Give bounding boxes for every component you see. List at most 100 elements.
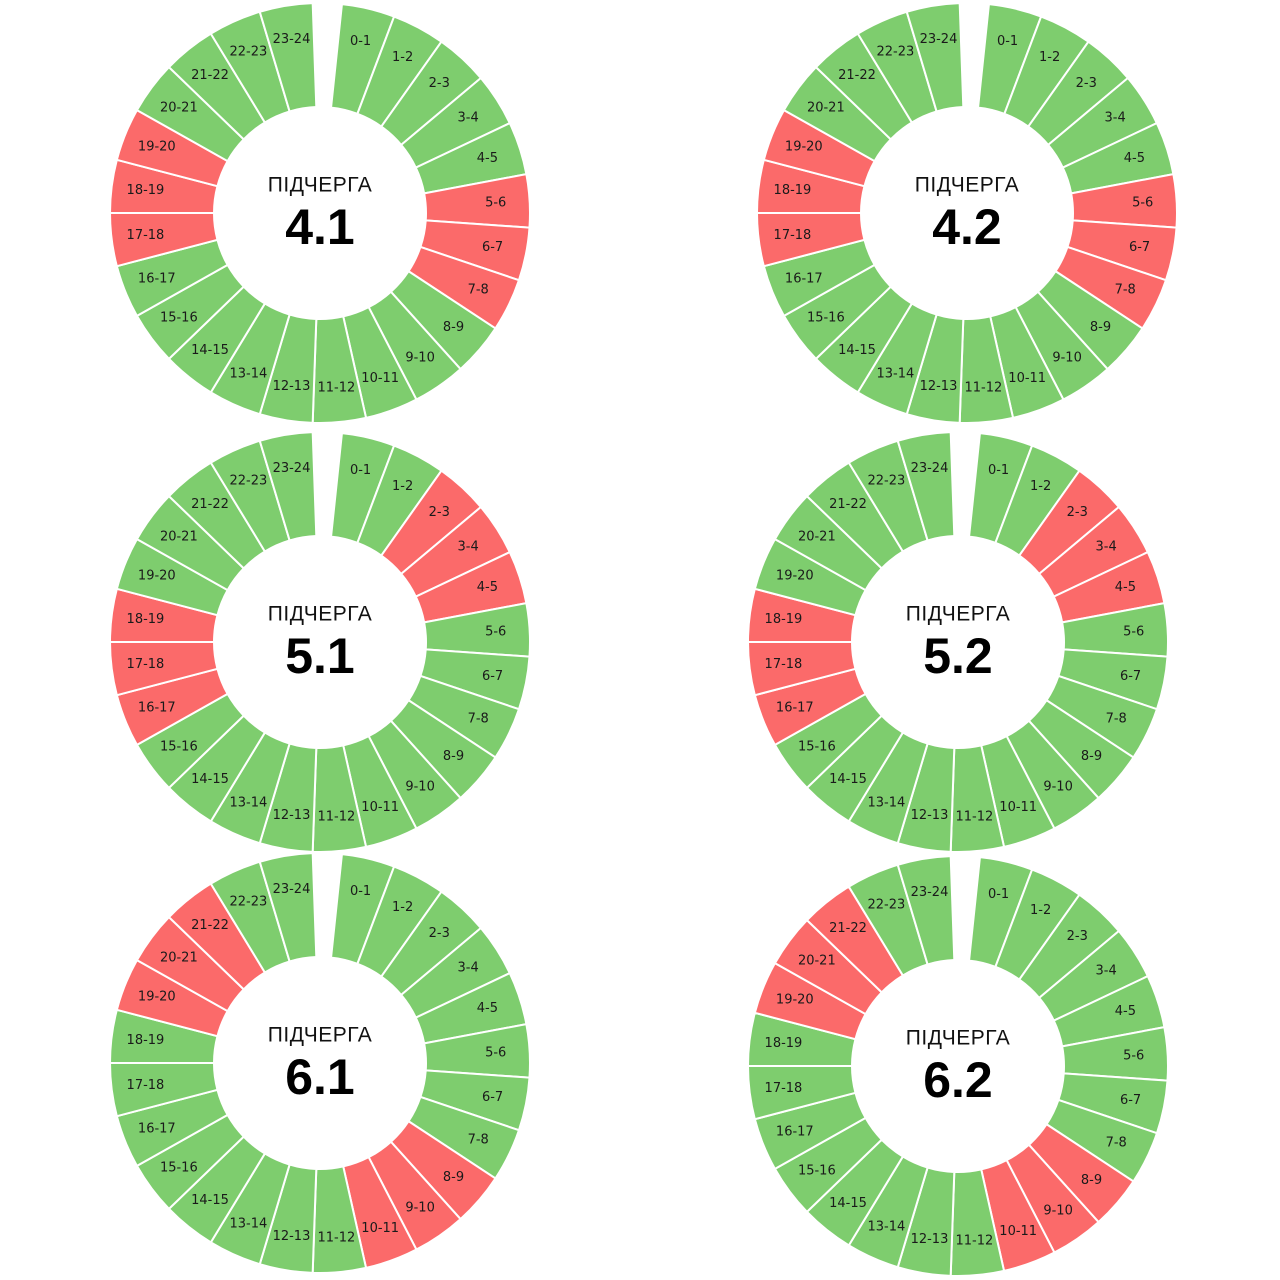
hour-slice-label: 23-24 [273, 882, 311, 897]
subqueue-caption: ПІДЧЕРГА [906, 1027, 1010, 1050]
hour-slice-label: 23-24 [273, 32, 311, 47]
hour-slice-label: 4-5 [477, 580, 498, 595]
hour-slice-label: 11-12 [955, 810, 993, 825]
hour-slice-label: 18-19 [765, 1036, 803, 1051]
hour-slice-23-24 [905, 2, 965, 113]
hour-slice-label: 4-5 [477, 1001, 498, 1016]
hour-slice-label: 15-16 [807, 311, 845, 326]
hour-slice-label: 6-7 [1120, 1093, 1141, 1108]
hour-slice-label: 13-14 [877, 366, 915, 381]
donut-hole [862, 108, 1072, 318]
hour-slice-label: 7-8 [1115, 283, 1136, 298]
hour-slice-label: 10-11 [361, 371, 399, 386]
donut-chart-5-2: 0-1 1-2 2-3 3-4 4-5 5-6 6-7 7-8 8-9 9-10 10-11 11-1… [746, 431, 1169, 853]
hour-slice-label: 8-9 [443, 320, 464, 335]
donut-hole [853, 961, 1063, 1171]
hour-slice-label: 22-23 [230, 474, 268, 489]
hour-slice-label: 16-17 [776, 700, 814, 715]
hour-slice-label: 10-11 [1008, 371, 1046, 386]
hour-slice-label: 17-18 [765, 657, 803, 672]
hour-slice-label: 13-14 [230, 366, 268, 381]
donut-hole [215, 958, 425, 1168]
hour-slice-label: 4-5 [477, 151, 498, 166]
hour-slice-label: 9-10 [405, 779, 435, 794]
hour-slice-label: 9-10 [405, 350, 435, 365]
subqueue-caption: ПІДЧЕРГА [915, 174, 1019, 197]
subqueue-caption: ПІДЧЕРГА [268, 174, 372, 197]
hour-slice-label: 17-18 [127, 1078, 165, 1093]
hour-slice-label: 0-1 [350, 884, 371, 899]
hour-slice-label: 20-21 [798, 529, 836, 544]
hour-slice-label: 19-20 [776, 993, 814, 1008]
hour-slice-label: 7-8 [1106, 1136, 1127, 1151]
hour-slice-label: 6-7 [482, 669, 503, 684]
hour-slice-label: 18-19 [127, 612, 165, 627]
hour-slice-label: 8-9 [443, 1170, 464, 1185]
hour-slice-label: 21-22 [829, 497, 867, 512]
hour-slice-label: 0-1 [350, 34, 371, 49]
hour-slice-label: 8-9 [443, 749, 464, 764]
hour-slice-label: 2-3 [429, 926, 450, 941]
hour-slice-label: 10-11 [999, 1224, 1037, 1239]
hour-slice-23-24 [258, 2, 318, 113]
subqueue-caption: ПІДЧЕРГА [268, 1024, 372, 1047]
hour-slice-label: 12-13 [273, 379, 311, 394]
hour-slice-label: 19-20 [785, 140, 823, 155]
hour-slice-label: 23-24 [273, 461, 311, 476]
hour-slice-label: 5-6 [1123, 1048, 1144, 1063]
hour-slice-label: 9-10 [1043, 779, 1073, 794]
hour-slice-label: 1-2 [1039, 50, 1060, 65]
hour-slice-label: 0-1 [988, 463, 1009, 478]
hour-slice-label: 7-8 [468, 712, 489, 727]
hour-slice-label: 14-15 [838, 343, 876, 358]
hour-slice-label: 16-17 [138, 271, 176, 286]
hour-slice-label: 6-7 [482, 240, 503, 255]
subqueue-number: 6.2 [923, 1052, 993, 1108]
hour-slice-label: 20-21 [160, 950, 198, 965]
hour-slice-label: 21-22 [838, 68, 876, 83]
subqueue-caption: ПІДЧЕРГА [906, 603, 1010, 626]
donut-chart-4-1: 0-1 1-2 2-3 3-4 4-5 5-6 6-7 7-8 8-9 9-10 10-11 11-1… [108, 2, 531, 424]
hour-slice-label: 8-9 [1081, 749, 1102, 764]
hour-slice-label: 7-8 [468, 1133, 489, 1148]
hour-slice-label: 16-17 [138, 1121, 176, 1136]
subqueue-number: 4.1 [285, 199, 355, 255]
hour-slice-label: 11-12 [955, 1234, 993, 1249]
hour-slice-label: 5-6 [1132, 195, 1153, 210]
hour-slice-label: 20-21 [160, 100, 198, 115]
hour-slice-label: 3-4 [1096, 540, 1117, 555]
hour-slice-label: 11-12 [964, 381, 1002, 396]
hour-slice-label: 15-16 [160, 1161, 198, 1176]
hour-slice-label: 12-13 [273, 1229, 311, 1244]
hour-slice-23-24 [896, 431, 956, 542]
donut-chart-4-2: 0-1 1-2 2-3 3-4 4-5 5-6 6-7 7-8 8-9 9-10 10-11 11-1… [755, 2, 1178, 424]
hour-slice-label: 10-11 [999, 800, 1037, 815]
hour-slice-label: 2-3 [1067, 929, 1088, 944]
hour-slice-label: 11-12 [317, 381, 355, 396]
hour-slice-label: 4-5 [1115, 1004, 1136, 1019]
hour-slice-label: 14-15 [191, 1193, 229, 1208]
subqueue-number: 5.1 [285, 628, 355, 684]
hour-slice-label: 6-7 [482, 1090, 503, 1105]
hour-slice-label: 22-23 [230, 45, 268, 60]
hour-slice-label: 15-16 [798, 740, 836, 755]
hour-slice-label: 23-24 [920, 32, 958, 47]
hour-slice-label: 21-22 [191, 68, 229, 83]
hour-slice-label: 23-24 [911, 461, 949, 476]
hour-slice-label: 13-14 [868, 1219, 906, 1234]
hour-slice-label: 21-22 [829, 921, 867, 936]
hour-slice-label: 1-2 [392, 900, 413, 915]
hour-slice-label: 1-2 [392, 50, 413, 65]
hour-slice-label: 2-3 [1067, 505, 1088, 520]
subqueue-number: 5.2 [923, 628, 993, 684]
hour-slice-label: 15-16 [160, 311, 198, 326]
hour-slice-label: 23-24 [911, 885, 949, 900]
hour-slice-label: 13-14 [868, 795, 906, 810]
hour-slice-label: 1-2 [1030, 903, 1051, 918]
hour-slice-label: 11-12 [317, 810, 355, 825]
hour-slice-label: 19-20 [138, 140, 176, 155]
hour-slice-label: 19-20 [138, 990, 176, 1005]
hour-slice-label: 6-7 [1129, 240, 1150, 255]
hour-slice-label: 10-11 [361, 800, 399, 815]
